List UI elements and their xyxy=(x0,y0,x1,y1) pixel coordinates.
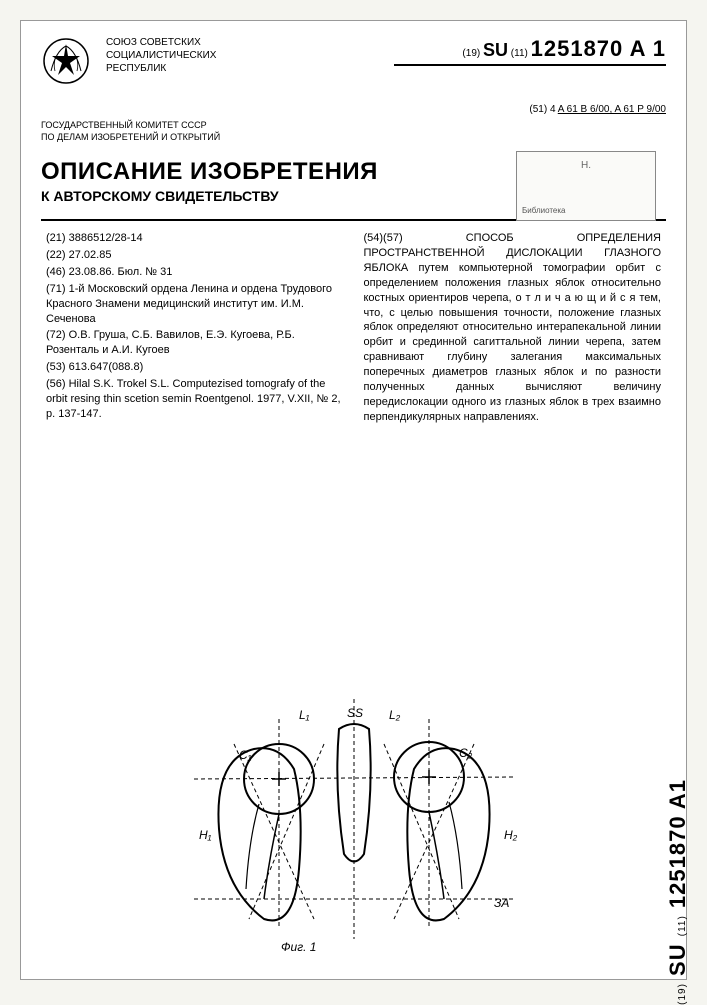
sym-c2: C₂ xyxy=(459,746,473,760)
doc-number-block: (19) SU (11) 1251870 A 1 xyxy=(394,36,667,86)
kind-code: A 1 xyxy=(630,36,666,61)
patent-page: СОЮЗ СОВЕТСКИХ СОЦИАЛИСТИЧЕСКИХ РЕСПУБЛИ… xyxy=(20,20,687,980)
ussr-emblem-icon xyxy=(41,36,91,86)
left-column: (21) 3886512/28-14 (22) 27.02.85 (46) 23… xyxy=(46,231,344,424)
field-56: (56) Hilal S.K. Trokel S.L. Computezised… xyxy=(46,377,344,422)
sym-c1: C₁ xyxy=(239,748,252,762)
side-doc-number: (19) SU (11) 1251870 A1 xyxy=(665,779,691,1005)
doc-number: 1251870 xyxy=(531,36,624,61)
figure-1: L₁ SS L₂ C₁ C₂ H₁ H₂ ЗА xyxy=(21,689,686,949)
bibliographic-columns: (21) 3886512/28-14 (22) 27.02.85 (46) 23… xyxy=(21,231,686,424)
figure-label: Фиг. 1 xyxy=(281,940,316,954)
ipc-codes: A 61 B 6/00, A 61 P 9/00 xyxy=(558,104,666,115)
page-header: СОЮЗ СОВЕТСКИХ СОЦИАЛИСТИЧЕСКИХ РЕСПУБЛИ… xyxy=(21,21,686,96)
field-46: (46) 23.08.86. Бюл. № 31 xyxy=(46,265,344,280)
library-stamp: Н. Библиотека xyxy=(516,151,656,221)
union-name: СОЮЗ СОВЕТСКИХ СОЦИАЛИСТИЧЕСКИХ РЕСПУБЛИ… xyxy=(106,36,379,86)
sym-za: ЗА xyxy=(494,896,509,910)
ipc-prefix: (51) 4 xyxy=(529,104,555,115)
field-71: (71) 1-й Московский ордена Ленина и орде… xyxy=(46,282,344,327)
orbit-diagram-icon: L₁ SS L₂ C₁ C₂ H₁ H₂ ЗА xyxy=(164,689,544,949)
sym-l2: L₂ xyxy=(389,708,401,722)
field-22: (22) 27.02.85 xyxy=(46,248,344,263)
sym-ss: SS xyxy=(347,706,363,720)
field-53: (53) 613.647(088.8) xyxy=(46,360,344,375)
right-column: (54)(57) СПОСОБ ОПРЕДЕЛЕНИЯ ПРОСТРАНСТВЕ… xyxy=(364,231,662,424)
sym-h1: H₁ xyxy=(199,828,212,842)
field-21: (21) 3886512/28-14 xyxy=(46,231,344,246)
ipc-line: (51) 4 A 61 B 6/00, A 61 P 9/00 xyxy=(21,104,686,115)
committee-name: ГОСУДАРСТВЕННЫЙ КОМИТЕТ СССР ПО ДЕЛАМ ИЗ… xyxy=(21,120,686,143)
country-code: SU xyxy=(483,40,508,60)
sym-h2: H₂ xyxy=(504,828,518,842)
sym-l1: L₁ xyxy=(299,708,310,722)
num-prefix: (11) xyxy=(511,48,528,59)
stamp-text: Библиотека xyxy=(522,206,650,215)
field-72: (72) О.В. Груша, С.Б. Вавилов, Е.Э. Куго… xyxy=(46,328,344,358)
abstract-body: путем компьютерной томографии орбит с оп… xyxy=(364,262,662,422)
country-prefix: (19) xyxy=(462,48,480,59)
